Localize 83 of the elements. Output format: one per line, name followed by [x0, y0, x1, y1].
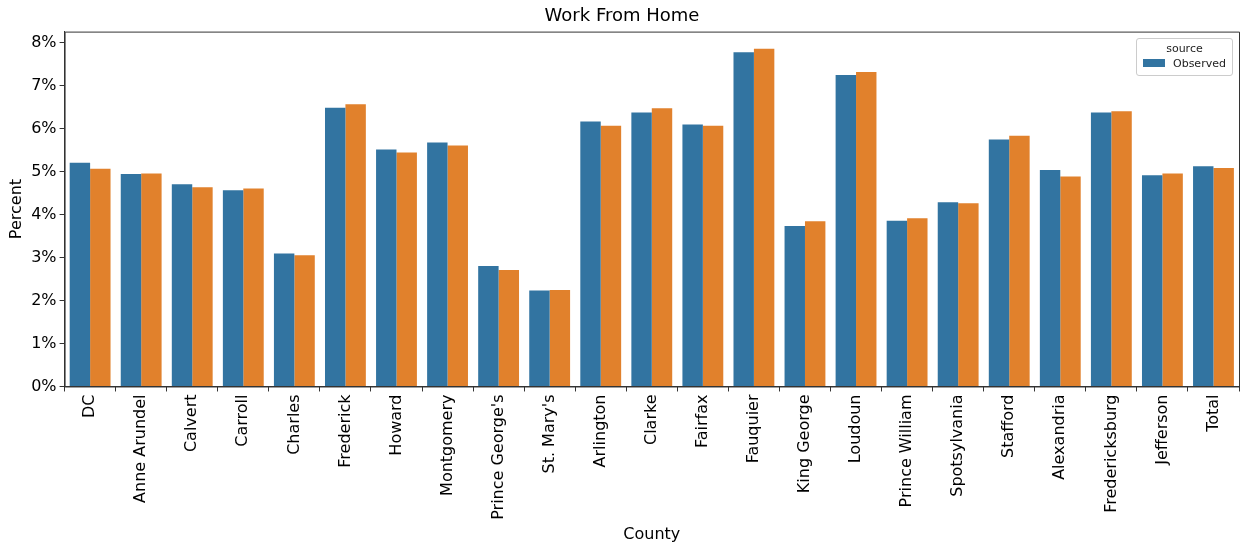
- x-tick-label: Alexandria: [1049, 394, 1069, 480]
- bar: [549, 290, 571, 386]
- bar: [294, 255, 315, 386]
- y-tick-label: 5%: [31, 160, 57, 180]
- bar: [1193, 166, 1214, 386]
- bar: [1039, 170, 1061, 386]
- x-tick-label: Fairfax: [692, 394, 712, 448]
- bar: [856, 72, 877, 386]
- x-tick-label: Fredericksburg: [1100, 394, 1120, 513]
- bar: [192, 187, 213, 386]
- bar: [273, 253, 295, 386]
- bar: [243, 188, 264, 386]
- x-tick-label: DC: [79, 394, 99, 418]
- x-tick-label: Montgomery: [436, 394, 456, 496]
- x-tick-label: Prince George's: [487, 394, 507, 520]
- x-tick-label: Prince William: [896, 394, 916, 508]
- legend-title: source: [1165, 41, 1204, 55]
- x-tick-label: Total: [1202, 394, 1222, 433]
- bar: [631, 112, 652, 386]
- x-axis-title: County: [623, 523, 681, 543]
- bar: [141, 173, 162, 386]
- bar: [651, 108, 673, 386]
- bar: [1213, 167, 1234, 386]
- bar: [753, 48, 775, 386]
- x-tick-label: Loudoun: [845, 394, 865, 464]
- bar: [784, 226, 805, 386]
- bar: [682, 124, 703, 386]
- x-tick-label: Charles: [283, 394, 303, 455]
- bar: [1009, 135, 1030, 386]
- bar: [835, 75, 857, 386]
- bar: [600, 125, 622, 386]
- x-tick-label: Calvert: [181, 394, 201, 453]
- y-tick-label: 6%: [31, 117, 57, 137]
- x-tick-label: Clarke: [640, 394, 660, 446]
- bar: [447, 145, 468, 386]
- x-tick-label: Howard: [385, 394, 405, 456]
- bar: [580, 121, 601, 386]
- bar: [937, 202, 959, 386]
- bar: [733, 52, 754, 386]
- bar: [529, 290, 550, 386]
- bar: [120, 173, 142, 386]
- bar: [171, 184, 193, 386]
- bar: [804, 221, 826, 386]
- y-tick-label: 4%: [31, 203, 57, 223]
- x-tick-label: Fauquier: [743, 394, 763, 464]
- bar: [90, 168, 111, 386]
- bar: [427, 142, 448, 386]
- bar: [498, 269, 520, 386]
- bar: [1162, 173, 1183, 386]
- x-tick-label: Jefferson: [1151, 394, 1171, 466]
- bar: [376, 149, 397, 386]
- bar: [222, 190, 244, 386]
- bar: [69, 162, 91, 386]
- y-tick-label: 1%: [31, 332, 57, 352]
- bar: [1141, 175, 1163, 386]
- bar: [1111, 111, 1132, 386]
- bar: [345, 104, 366, 386]
- y-tick-label: 8%: [31, 31, 57, 51]
- x-tick-label: St. Mary's: [538, 394, 558, 474]
- bar: [958, 203, 979, 386]
- legend-label: Observed: [1173, 56, 1226, 70]
- bar: [886, 220, 908, 386]
- bar: [325, 107, 346, 386]
- bar: [396, 152, 417, 386]
- y-tick-label: 3%: [31, 246, 57, 266]
- x-tick-label: Anne Arundel: [130, 394, 150, 503]
- y-tick-label: 7%: [31, 74, 57, 94]
- x-tick-label: Stafford: [998, 394, 1018, 458]
- bar: [478, 266, 499, 386]
- x-tick-label: Frederick: [334, 393, 354, 468]
- bar: [702, 125, 724, 386]
- bar: [988, 139, 1010, 386]
- bar: [1060, 176, 1081, 386]
- y-tick-label: 0%: [31, 375, 57, 395]
- bar: [907, 218, 928, 386]
- x-tick-label: Arlington: [589, 394, 609, 468]
- x-tick-label: Spotsylvania: [947, 394, 967, 497]
- bar: [1090, 112, 1112, 386]
- y-tick-label: 2%: [31, 289, 57, 309]
- x-tick-label: Carroll: [232, 394, 252, 447]
- chart-title: Work From Home: [544, 4, 700, 26]
- y-axis-title: Percent: [5, 178, 25, 240]
- x-tick-label: King George: [794, 394, 814, 494]
